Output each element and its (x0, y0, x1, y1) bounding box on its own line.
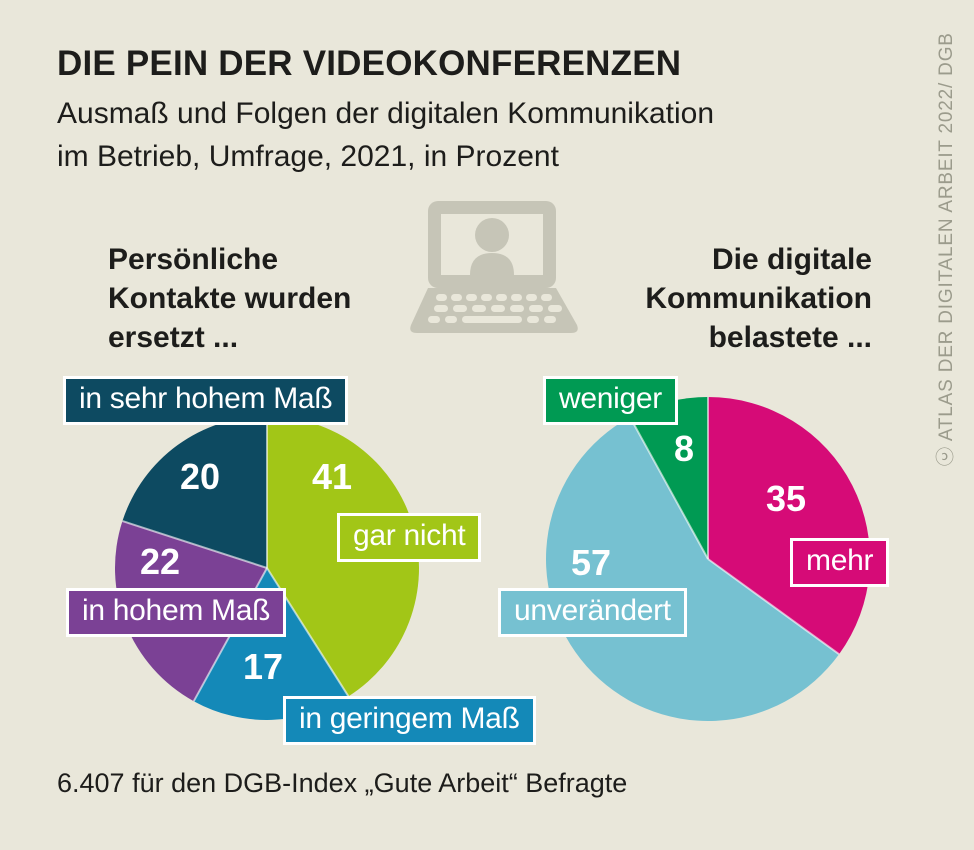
slice-value-mehr: 35 (765, 478, 807, 519)
page-title: DIE PEIN DER VIDEOKONFERENZEN (57, 44, 682, 83)
slice-value-unveraendert: 57 (570, 542, 612, 583)
slice-label-in-sehr-hohem-mass: in sehr hohem Maß (63, 376, 349, 425)
chart-title-right-line-3: belastete ... (708, 321, 872, 354)
caller-head (475, 218, 509, 252)
chart-title-left-line-3: ersetzt ... (108, 321, 239, 354)
slice-label-in-geringem-mass: in geringem Maß (283, 696, 536, 745)
pie-slice-mehr (708, 397, 870, 655)
pie-slice-weniger (629, 397, 708, 559)
slice-value-weniger: 8 (673, 428, 695, 469)
caller-shoulders (470, 253, 514, 275)
subtitle-line-1: Ausmaß und Folgen der digitalen Kommunik… (57, 97, 715, 130)
pie-slice-unverändert (546, 417, 840, 721)
chart-title-right-line-2: Kommunikation (645, 282, 872, 315)
source-note: 6.407 für den DGB-Index „Gute Arbeit“ Be… (57, 768, 628, 798)
chart-title-right-line-1: Die digitale (711, 243, 872, 276)
slice-value-gar-nicht: 41 (311, 456, 353, 497)
laptop-video-call-icon (410, 201, 578, 333)
credit-vertical-text: ⓒ ATLAS DER DIGITALEN ARBEIT 2022/ DGB (936, 32, 957, 466)
slice-value-in-hohem-mass: 22 (139, 541, 181, 582)
slice-label-unveraendert: unverändert (498, 588, 687, 637)
subtitle-line-2: im Betrieb, Umfrage, 2021, in Prozent (57, 140, 559, 173)
laptop-keys (428, 294, 562, 323)
pie-slice-in-geringem-maß (193, 568, 349, 720)
pie-chart-right (546, 397, 870, 721)
page-subtitle: Ausmaß und Folgen der digitalen Kommunik… (57, 92, 714, 178)
pie-chart-left (115, 416, 419, 720)
slice-value-in-geringem-mass: 17 (242, 646, 284, 687)
pie-slice-separator (122, 520, 268, 569)
chart-title-left: Persönliche Kontakte wurden ersetzt ... (108, 240, 351, 357)
slice-label-weniger: weniger (543, 376, 678, 425)
slice-value-in-sehr-hohem-mass: 20 (179, 456, 221, 497)
slice-label-mehr: mehr (790, 538, 890, 587)
pie-slice-separator (629, 416, 709, 560)
chart-title-left-line-1: Persönliche (108, 243, 279, 276)
chart-title-left-line-2: Kontakte wurden (108, 282, 352, 315)
pie-slice-separator (707, 558, 840, 656)
slice-label-in-hohem-mass: in hohem Maß (66, 588, 287, 637)
slice-label-gar-nicht: gar nicht (337, 513, 482, 562)
chart-title-right: Die digitale Kommunikation belastete ... (645, 240, 872, 357)
pie-slice-in-sehr-hohem-maß (122, 416, 267, 568)
